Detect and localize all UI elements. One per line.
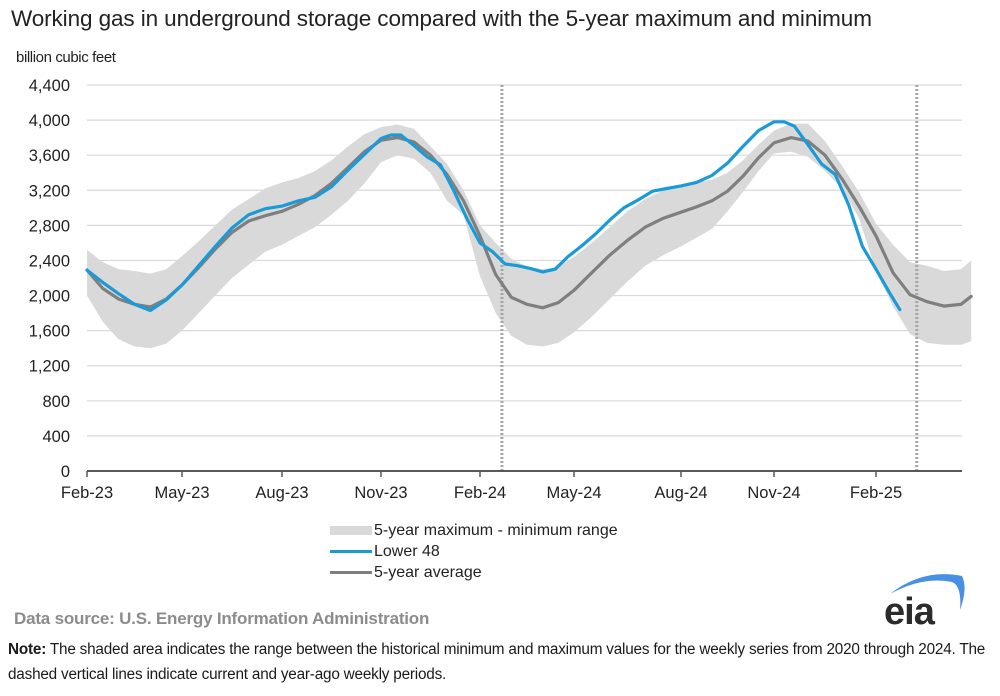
note-text: The shaded area indicates the range betw…: [8, 641, 986, 683]
series-line-lower-48: [85, 120, 902, 313]
y-tick-label: 0: [61, 463, 70, 481]
legend-swatch-lower48: [330, 550, 372, 553]
y-tick-label: 2,400: [29, 252, 70, 270]
x-tick-label: Aug-23: [255, 484, 308, 502]
chart-title: Working gas in underground storage compa…: [11, 6, 872, 31]
legend-swatch-average: [330, 571, 372, 574]
legend-item-lower48: Lower 48: [330, 541, 618, 562]
legend-label-average: 5-year average: [374, 563, 482, 581]
y-tick-label: 2,000: [29, 288, 70, 306]
y-tick-label: 4,000: [29, 112, 70, 130]
y-tick-label: 800: [42, 393, 70, 411]
y-tick-labels: 0 400 800 1,200 1,600 2,000 2,400 2,800 3,200 3,6…: [29, 77, 70, 481]
footnote: Note: The shaded area indicates the rang…: [8, 637, 993, 687]
y-tick-label: 1,200: [29, 358, 70, 376]
x-tick-label: Nov-24: [747, 484, 800, 502]
legend-label-range: 5-year maximum - minimum range: [374, 521, 618, 539]
y-tick-label: 1,600: [29, 323, 70, 341]
legend-label-lower48: Lower 48: [374, 542, 440, 560]
legend-item-average: 5-year average: [330, 562, 618, 583]
y-tick-label: 4,400: [29, 77, 70, 95]
legend: 5-year maximum - minimum range Lower 48 …: [330, 520, 618, 583]
x-tick-label: Feb-23: [61, 484, 113, 502]
range-band: [87, 123, 972, 349]
y-tick-label: 3,200: [29, 182, 70, 200]
x-tick-label: May-23: [154, 484, 209, 502]
eia-logo-icon: eia: [884, 574, 965, 628]
legend-swatch-range: [330, 526, 372, 535]
x-tick-label: Nov-23: [354, 484, 407, 502]
dashed-vertical-lines: [500, 85, 919, 471]
x-tick-label: Feb-24: [454, 484, 506, 502]
legend-item-range: 5-year maximum - minimum range: [330, 520, 618, 541]
y-tick-label: 400: [42, 428, 70, 446]
data-source: Data source: U.S. Energy Information Adm…: [14, 609, 430, 628]
y-axis-unit-label: billion cubic feet: [16, 49, 116, 66]
x-tick-labels: Feb-23 May-23 Aug-23 Nov-23 Feb-24 May-24 Aug-…: [61, 484, 902, 502]
x-tick-label: May-24: [546, 484, 601, 502]
x-tick-label: Aug-24: [654, 484, 707, 502]
eia-logo-arc: [890, 574, 965, 610]
y-tick-label: 3,600: [29, 147, 70, 165]
chart-canvas: 0 400 800 1,200 1,600 2,000 2,400 2,800 3,200 3,6…: [29, 77, 973, 502]
y-tick-label: 2,800: [29, 217, 70, 235]
eia-logo-text: eia: [884, 591, 936, 628]
series-lines: [85, 120, 973, 313]
x-tick-label: Feb-25: [850, 484, 902, 502]
x-axis: [86, 470, 962, 477]
range-band-layer: [87, 123, 972, 349]
note-label: Note:: [8, 641, 47, 658]
series-line-5-year-average: [85, 136, 973, 310]
